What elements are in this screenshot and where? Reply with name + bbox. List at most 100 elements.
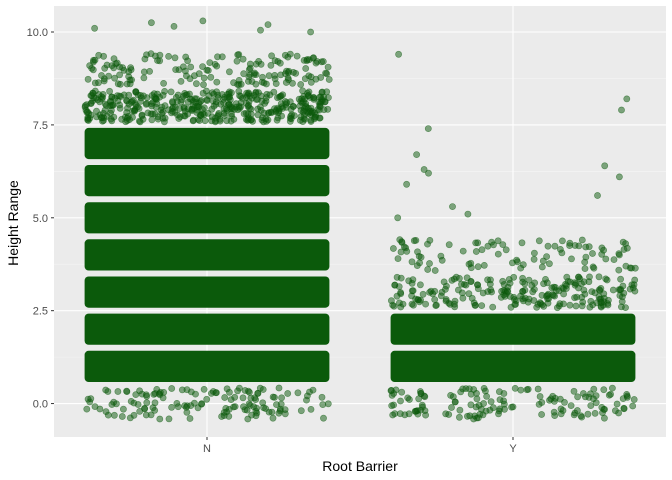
- data-point: [389, 245, 397, 252]
- data-point: [240, 403, 247, 411]
- data-point: [534, 385, 542, 393]
- data-point: [590, 264, 598, 272]
- data-point: [578, 302, 586, 310]
- data-point: [221, 394, 229, 401]
- data-point: [97, 114, 105, 121]
- data-point: [629, 402, 637, 410]
- data-point: [538, 399, 546, 406]
- data-point: [120, 405, 127, 413]
- data-point: [177, 98, 185, 106]
- data-point: [519, 274, 526, 282]
- data-point: [619, 238, 627, 246]
- data-point: [154, 113, 162, 121]
- data-point: [309, 386, 317, 394]
- data-point: [142, 391, 150, 399]
- series-Y: [387, 50, 639, 423]
- data-point: [529, 288, 537, 296]
- data-point: [626, 264, 634, 272]
- dense-band-5: [84, 202, 330, 234]
- data-point: [472, 248, 480, 255]
- data-point: [273, 401, 280, 408]
- data-point: [225, 405, 233, 413]
- data-point: [151, 399, 159, 407]
- data-point: [277, 71, 285, 79]
- data-point: [289, 79, 296, 87]
- data-point: [615, 250, 623, 258]
- data-point: [136, 118, 144, 126]
- data-point: [199, 63, 206, 70]
- data-point: [192, 390, 199, 398]
- data-point: [506, 279, 514, 287]
- data-point: [459, 294, 467, 302]
- data-point: [451, 398, 459, 406]
- data-point: [91, 56, 99, 64]
- data-point: [207, 73, 215, 81]
- data-point: [567, 402, 575, 409]
- data-point: [174, 91, 182, 99]
- data-point: [535, 237, 543, 245]
- data-point: [311, 109, 318, 117]
- data-point: [432, 302, 440, 309]
- data-point: [301, 75, 309, 83]
- data-point: [538, 301, 546, 309]
- data-point: [578, 413, 586, 421]
- data-point: [474, 263, 482, 271]
- data-point: [389, 301, 397, 309]
- data-point: [630, 281, 638, 289]
- data-point: [265, 72, 273, 80]
- data-point: [422, 300, 429, 308]
- data-point: [417, 390, 425, 398]
- data-point: [93, 107, 100, 115]
- data-point: [272, 80, 280, 87]
- data-point: [304, 92, 312, 99]
- data-point: [203, 395, 211, 403]
- data-point: [267, 62, 275, 69]
- data-point: [187, 63, 195, 71]
- data-point: [543, 279, 551, 287]
- data-point: [618, 106, 625, 114]
- data-point: [192, 80, 200, 88]
- data-point: [525, 295, 533, 303]
- data-point: [595, 273, 603, 281]
- y-tick-label: 5.0: [33, 213, 48, 225]
- data-point: [114, 388, 122, 395]
- data-point: [417, 253, 425, 261]
- data-point: [239, 55, 247, 63]
- data-point: [209, 97, 217, 105]
- data-point: [262, 94, 270, 101]
- data-point: [626, 285, 634, 293]
- data-point: [476, 410, 484, 418]
- data-point: [284, 390, 292, 397]
- data-point: [531, 249, 538, 257]
- data-point: [213, 78, 221, 86]
- data-point: [397, 397, 404, 405]
- data-point: [445, 241, 453, 249]
- data-point: [248, 116, 255, 123]
- data-point: [124, 104, 131, 112]
- data-point: [108, 62, 116, 69]
- data-point: [179, 63, 187, 71]
- data-point: [199, 106, 206, 113]
- data-point: [89, 66, 97, 74]
- data-point: [307, 405, 315, 413]
- data-point: [147, 19, 155, 27]
- data-point: [324, 63, 332, 71]
- series-N: [81, 17, 333, 423]
- data-point: [394, 255, 402, 262]
- data-point: [520, 297, 527, 305]
- data-point: [245, 101, 252, 109]
- data-point: [455, 413, 463, 421]
- data-point: [148, 116, 156, 124]
- y-tick-label: 0.0: [33, 399, 48, 411]
- data-point: [252, 80, 260, 88]
- data-point: [170, 22, 178, 30]
- data-point: [474, 285, 482, 293]
- data-point: [255, 58, 262, 65]
- data-point: [431, 267, 439, 274]
- data-point: [589, 250, 596, 257]
- data-point: [538, 411, 545, 418]
- data-point: [140, 74, 148, 82]
- data-point: [447, 391, 454, 399]
- data-point: [585, 243, 593, 251]
- data-point: [601, 162, 609, 170]
